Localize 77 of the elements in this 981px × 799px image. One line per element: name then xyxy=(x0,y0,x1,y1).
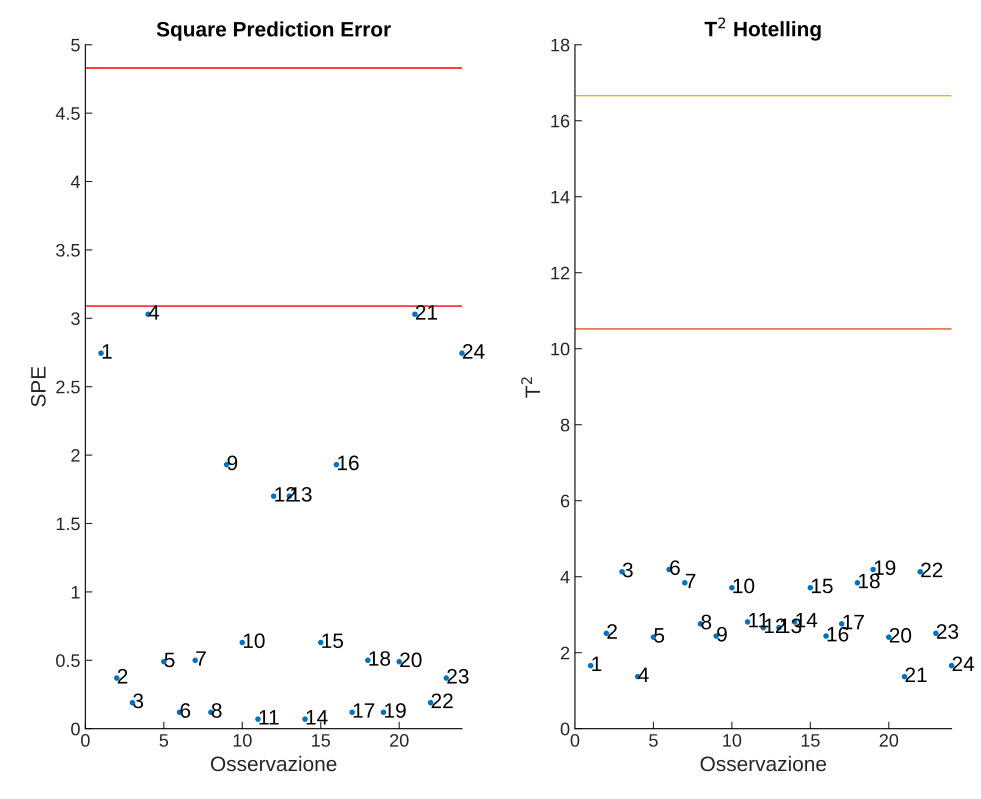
chart-title: T$^{2}$ Hotelling xyxy=(704,17,821,41)
annotation: 8 xyxy=(701,614,712,630)
annotation: 2 xyxy=(118,668,128,684)
annotation: 18 xyxy=(369,651,390,666)
annotation: 7 xyxy=(196,651,206,666)
annotation: 19 xyxy=(874,560,896,576)
annotation: 15 xyxy=(322,634,344,648)
annotation: 21 xyxy=(416,305,438,320)
annotation: 6 xyxy=(180,703,190,718)
annotation: 23 xyxy=(936,624,958,639)
y-tick-label: 1 xyxy=(72,586,80,598)
y-axis-title: T$^{2}$ xyxy=(521,377,540,398)
x-tick-label: 15 xyxy=(312,734,330,747)
annotation: 10 xyxy=(733,578,754,594)
y-tick-label: 5 xyxy=(71,38,80,52)
annotation: 4 xyxy=(638,668,649,682)
annotation: 1 xyxy=(102,344,112,359)
annotation: 1 xyxy=(592,656,602,671)
x-tick-label: 20 xyxy=(880,734,898,747)
y-tick-label: 0 xyxy=(560,722,570,736)
y-tick-label: 12 xyxy=(551,266,570,280)
annotation: 24 xyxy=(463,344,485,359)
x-tick-label: 0 xyxy=(570,734,580,747)
y-tick-label: 4 xyxy=(560,570,570,584)
annotation: 24 xyxy=(952,656,974,671)
annotation: 17 xyxy=(354,703,374,718)
annotation: 5 xyxy=(654,628,664,643)
annotation: 11 xyxy=(260,710,279,724)
annotation: 21 xyxy=(906,667,927,682)
x-tick-label: 5 xyxy=(160,734,168,747)
annotation: 5 xyxy=(164,652,175,668)
x-tick-label: 0 xyxy=(81,734,90,747)
annotation: 2 xyxy=(607,624,617,639)
x-tick-label: 15 xyxy=(802,734,820,747)
chart-title: Square Prediction Error xyxy=(156,21,391,41)
y-tick-label: 4.5 xyxy=(56,107,80,120)
y-axis-title: SPE xyxy=(30,366,46,407)
y-tick-label: 3 xyxy=(71,312,80,326)
x-axis-title: Osservazione xyxy=(700,756,826,772)
y-tick-label: 2 xyxy=(71,449,80,462)
y-tick-label: 2.5 xyxy=(56,380,80,394)
y-tick-label: 8 xyxy=(560,418,570,432)
annotation: 23 xyxy=(447,668,469,684)
y-tick-label: 4 xyxy=(70,176,80,188)
annotation: 7 xyxy=(686,574,696,588)
y-tick-label: 18 xyxy=(551,38,570,52)
annotation: 6 xyxy=(670,560,680,576)
y-tick-label: 0 xyxy=(71,722,80,736)
x-tick-label: 20 xyxy=(390,734,409,747)
x-axis-title: Osservazione xyxy=(210,756,336,772)
annotation: 9 xyxy=(228,456,238,470)
annotation: 3 xyxy=(133,694,144,708)
y-tick-label: 1.5 xyxy=(56,518,80,530)
annotation: 16 xyxy=(338,456,359,470)
y-tick-label: 16 xyxy=(551,114,570,128)
annotation: 18 xyxy=(859,574,880,588)
annotation: 8 xyxy=(212,703,222,718)
y-tick-label: 2 xyxy=(560,646,570,660)
y-tick-label: 6 xyxy=(560,494,570,508)
y-tick-label: 0.5 xyxy=(56,654,80,668)
annotation: 19 xyxy=(385,703,406,718)
annotation: 4 xyxy=(148,305,160,320)
annotation: 14 xyxy=(306,710,328,724)
y-tick-label: 10 xyxy=(551,342,570,356)
annotation: 10 xyxy=(244,633,265,648)
x-tick-label: 5 xyxy=(649,734,658,747)
annotation: 20 xyxy=(890,628,912,643)
annotation: 22 xyxy=(921,562,942,578)
annotation: 15 xyxy=(812,578,833,594)
annotation: 20 xyxy=(400,652,422,668)
annotation: 3 xyxy=(622,562,633,578)
x-tick-label: 10 xyxy=(234,734,252,747)
annotation: 22 xyxy=(432,694,453,708)
y-tick-label: 14 xyxy=(551,190,570,204)
annotation: 9 xyxy=(717,626,727,642)
y-tick-label: 3.5 xyxy=(56,244,80,257)
x-tick-label: 10 xyxy=(723,734,742,747)
